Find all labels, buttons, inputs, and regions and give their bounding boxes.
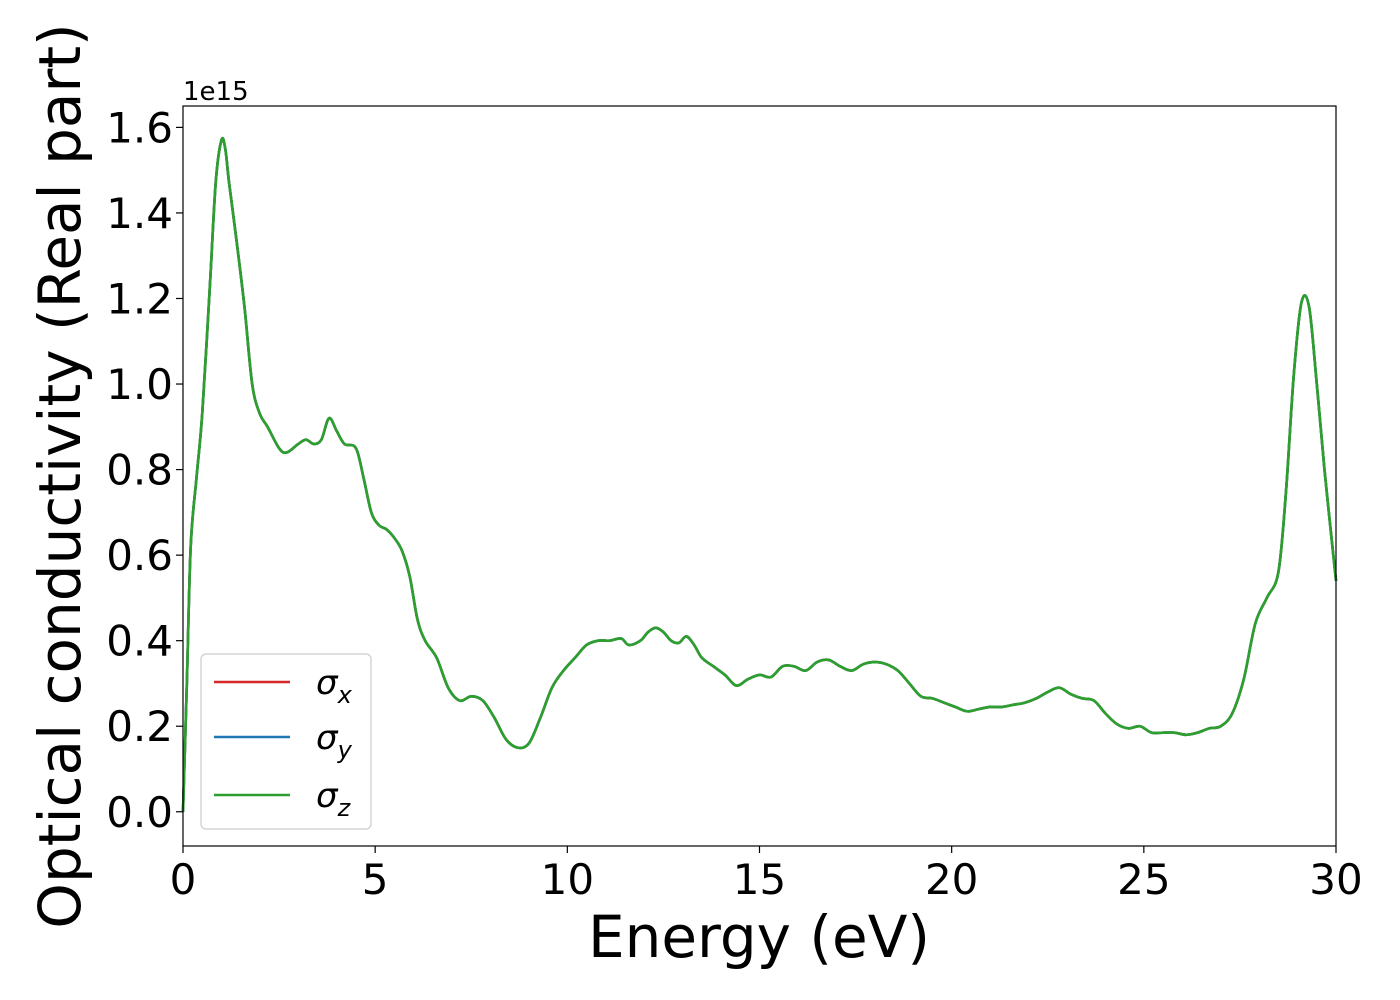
x-tick-label: 30 bbox=[1309, 855, 1362, 904]
y-tick-label: 1.0 bbox=[106, 360, 173, 409]
legend-label-subscript: z bbox=[337, 794, 352, 822]
legend-label-z: σz bbox=[316, 776, 352, 822]
x-tick-label: 15 bbox=[733, 855, 786, 904]
legend-label-base: σ bbox=[316, 663, 339, 703]
x-tick-label: 10 bbox=[541, 855, 594, 904]
x-axis-label: Energy (eV) bbox=[588, 903, 930, 971]
y-tick-label: 1.4 bbox=[106, 189, 173, 238]
y-tick-label: 0.6 bbox=[106, 531, 173, 580]
x-tick-label: 0 bbox=[170, 855, 197, 904]
x-tick-label: 5 bbox=[362, 855, 389, 904]
legend-label-subscript: y bbox=[337, 736, 353, 764]
y-tick-label: 0.2 bbox=[106, 702, 173, 751]
y-tick-label: 0.0 bbox=[106, 788, 173, 837]
y-offset-label: 1e15 bbox=[183, 77, 249, 107]
x-axis-ticks: 0 5 10 15 20 25 30 bbox=[170, 846, 1363, 904]
legend-label-y: σy bbox=[316, 718, 353, 764]
y-tick-label: 1.6 bbox=[106, 103, 173, 152]
y-tick-label: 1.2 bbox=[106, 274, 173, 323]
y-tick-label: 0.8 bbox=[106, 446, 173, 495]
plot-lines bbox=[181, 136, 1338, 812]
y-axis-label: Optical conductivity (Real part) bbox=[26, 23, 94, 928]
legend-label-base: σ bbox=[316, 776, 339, 816]
legend-label-x: σx bbox=[316, 663, 353, 709]
legend-label-base: σ bbox=[316, 718, 339, 758]
y-axis-ticks: 0.0 0.2 0.4 0.6 0.8 1.0 1.2 1.4 1.6 bbox=[106, 103, 183, 837]
series-line-z bbox=[181, 136, 1338, 812]
x-tick-label: 20 bbox=[925, 855, 978, 904]
legend-box bbox=[200, 653, 372, 830]
y-tick-label: 0.4 bbox=[106, 617, 173, 666]
x-tick-label: 25 bbox=[1117, 855, 1170, 904]
legend-label-subscript: x bbox=[337, 681, 353, 709]
